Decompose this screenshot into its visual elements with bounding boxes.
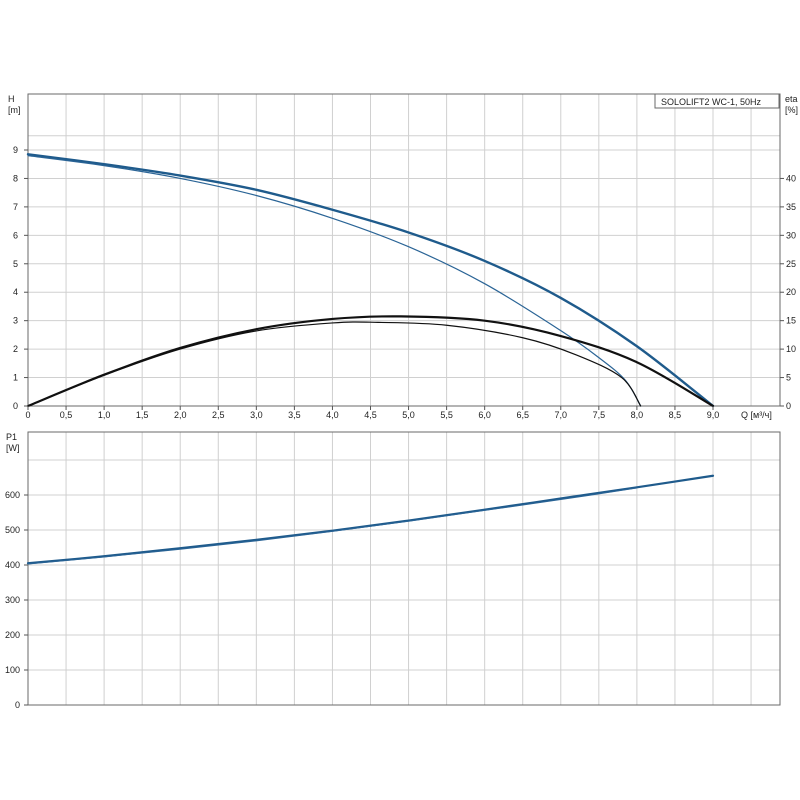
y-tick-label: 5 <box>13 259 18 269</box>
y2-tick-label: 40 <box>786 173 796 183</box>
x-tick-label: 4,5 <box>364 410 377 420</box>
top-ylabel-right-line2: [%] <box>785 105 798 115</box>
x-tick-label: 3,5 <box>288 410 301 420</box>
y2-tick-label: 0 <box>786 401 791 411</box>
x-tick-label: 0,5 <box>60 410 73 420</box>
bottom-y-tick-label: 600 <box>5 490 20 500</box>
bottom-grid <box>28 432 780 705</box>
bottom-series-group <box>26 474 715 565</box>
power-curve-0 <box>26 474 715 565</box>
top-x-ticks: 0 0,5 1,0 1,5 2,0 2,5 3,0 3,5 4,0 4,5 5,0 5,5 6,0 6,5… <box>25 406 719 420</box>
y-tick-label: 8 <box>13 173 18 183</box>
bottom-y-tick-label: 200 <box>5 630 20 640</box>
y-tick-label: 1 <box>13 373 18 383</box>
x-tick-label: 5,5 <box>440 410 453 420</box>
bottom-ylabel-line2: [W] <box>6 443 20 453</box>
y-tick-label: 7 <box>13 202 18 212</box>
bottom-y-tick-label: 300 <box>5 595 20 605</box>
x-axis-label: Q [м³/ч] <box>741 410 772 420</box>
x-tick-label: 2,0 <box>174 410 187 420</box>
bottom-y-tick-label: 0 <box>15 700 20 710</box>
chart-title: SOLOLIFT2 WC-1, 50Hz <box>661 97 762 107</box>
x-tick-label: 6,5 <box>516 410 529 420</box>
x-tick-label: 0 <box>25 410 30 420</box>
y-tick-label: 0 <box>13 401 18 411</box>
top-chart: 0 0,5 1,0 1,5 2,0 2,5 3,0 3,5 4,0 4,5 5,0 5,5 6,0 6,5… <box>8 93 798 420</box>
y-tick-label: 9 <box>13 145 18 155</box>
x-tick-label: 6,0 <box>478 410 491 420</box>
top-ylabel-left-line2: [m] <box>8 105 21 115</box>
x-tick-label: 8,5 <box>669 410 682 420</box>
x-tick-label: 7,5 <box>593 410 606 420</box>
efficiency-curve-2 <box>26 315 715 408</box>
y-tick-label: 6 <box>13 230 18 240</box>
top-y2-ticks: 0 5 10 15 20 25 30 35 40 <box>780 173 796 411</box>
x-tick-label: 9,0 <box>707 410 720 420</box>
head-curve-0 <box>26 153 715 408</box>
y2-tick-label: 35 <box>786 202 796 212</box>
x-tick-label: 3,0 <box>250 410 263 420</box>
x-tick-label: 5,0 <box>402 410 415 420</box>
bottom-plot-frame <box>27 431 781 706</box>
y2-tick-label: 25 <box>786 259 796 269</box>
top-series-group <box>26 153 715 408</box>
y2-tick-label: 5 <box>786 373 791 383</box>
bottom-chart: 0 100 200 300 400 500 600 P1 [W] <box>5 431 781 710</box>
x-tick-label: 4,0 <box>326 410 339 420</box>
x-tick-label: 1,0 <box>98 410 111 420</box>
bottom-y-tick-label: 100 <box>5 665 20 675</box>
y2-tick-label: 10 <box>786 344 796 354</box>
x-tick-label: 8,0 <box>631 410 644 420</box>
x-tick-label: 7,0 <box>555 410 568 420</box>
top-grid <box>28 94 780 406</box>
y2-tick-label: 20 <box>786 287 796 297</box>
head-curve-1 <box>27 155 642 407</box>
bottom-y-tick-label: 500 <box>5 525 20 535</box>
bottom-y-tick-label: 400 <box>5 560 20 570</box>
y-tick-label: 3 <box>13 316 18 326</box>
power-curve-1 <box>27 487 638 565</box>
x-tick-label: 2,5 <box>212 410 225 420</box>
x-tick-label: 1,5 <box>136 410 149 420</box>
y-tick-label: 4 <box>13 287 18 297</box>
top-y-ticks: 0 1 2 3 4 5 6 7 8 9 <box>13 145 28 411</box>
top-plot-frame <box>27 93 781 407</box>
y2-tick-label: 15 <box>786 316 796 326</box>
title-box <box>654 93 780 109</box>
y-tick-label: 2 <box>13 344 18 354</box>
top-ylabel-right-line1: eta <box>785 94 798 104</box>
bottom-ylabel-line1: P1 <box>6 432 17 442</box>
efficiency-curve-3 <box>27 321 642 407</box>
y2-tick-label: 30 <box>786 230 796 240</box>
top-ylabel-left-line1: H <box>8 94 15 104</box>
bottom-y-ticks: 0 100 200 300 400 500 600 <box>5 490 28 710</box>
